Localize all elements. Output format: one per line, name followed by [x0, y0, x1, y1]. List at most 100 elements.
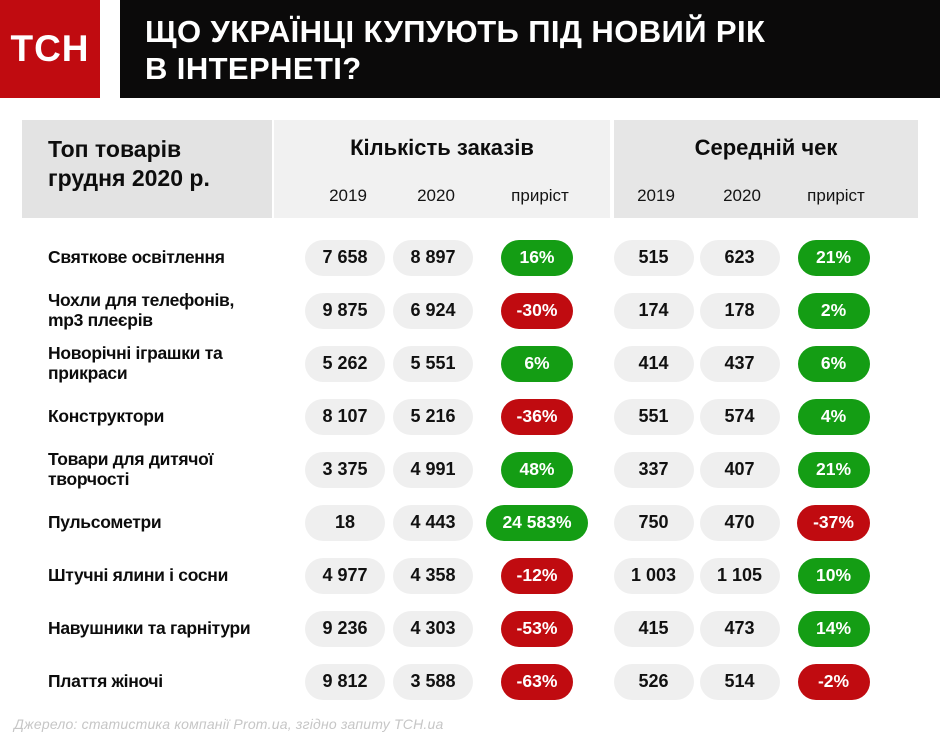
check-cells: 337 407 21%	[612, 451, 919, 488]
check-2020-pill: 574	[699, 398, 780, 435]
product-name: Товари для дитячої творчості	[48, 448, 214, 489]
check-growth-badge: -37%	[797, 504, 870, 541]
check-2019-pill: 415	[613, 610, 694, 647]
check-cells: 174 178 2%	[612, 292, 919, 329]
orders-growth-cell: -63%	[481, 663, 593, 700]
orders-growth-badge: -36%	[500, 398, 574, 435]
check-growth-cell: 14%	[786, 610, 882, 647]
check-group-title: Середній чек	[694, 135, 838, 160]
orders-2019-pill: 9 236	[304, 610, 385, 647]
check-growth-cell: 6%	[786, 345, 882, 382]
orders-subheader-2019: 2019	[329, 186, 367, 205]
orders-2019-pill: 9 812	[304, 663, 385, 700]
orders-2019-pill: 18	[304, 504, 385, 541]
check-growth-badge: 6%	[797, 345, 870, 382]
table-row: Чохли для телефонів, mp3 плеєрів 9 875 6 9…	[22, 284, 918, 337]
check-2019-pill: 337	[613, 451, 694, 488]
check-2019-pill: 551	[613, 398, 694, 435]
product-name: Пульсометри	[48, 511, 162, 532]
check-subheader-2020: 2020	[723, 186, 761, 205]
orders-growth-cell: 48%	[481, 451, 593, 488]
orders-subheader-growth: приріст	[511, 186, 569, 205]
table-row: Конструктори 8 107 5 216 -36% 551 574 4%	[22, 390, 918, 443]
check-cells: 1 003 1 105 10%	[612, 557, 919, 594]
orders-growth-cell: -12%	[481, 557, 593, 594]
check-cells: 414 437 6%	[612, 345, 919, 382]
check-growth-cell: 10%	[786, 557, 882, 594]
check-2020-pill: 1 105	[699, 557, 780, 594]
orders-growth-cell: 6%	[481, 345, 593, 382]
page-title-line-2: В ІНТЕРНЕТІ?	[145, 51, 362, 87]
table-row: Штучні ялини і сосни 4 977 4 358 -12% 1 003 1…	[22, 549, 918, 602]
check-growth-badge: 21%	[797, 451, 870, 488]
orders-2019-pill: 7 658	[304, 239, 385, 276]
check-2019-pill: 1 003	[613, 557, 694, 594]
check-2020-pill: 623	[699, 239, 780, 276]
check-growth-cell: 21%	[786, 239, 882, 276]
source-note: Джерело: статистика компанії Prom.ua, зг…	[14, 716, 444, 732]
orders-cells: 9 812 3 588 -63%	[271, 663, 608, 700]
orders-growth-cell: 16%	[481, 239, 593, 276]
orders-2019-pill: 4 977	[304, 557, 385, 594]
orders-2020-pill: 4 443	[392, 504, 473, 541]
orders-cells: 3 375 4 991 48%	[271, 451, 608, 488]
orders-2020-pill: 4 303	[392, 610, 473, 647]
table-row: Пульсометри 18 4 443 24 583% 750 470 -37%	[22, 496, 918, 549]
orders-subheader-2020: 2020	[417, 186, 455, 205]
product-name: Конструктори	[48, 405, 165, 426]
check-cells: 750 470 -37%	[612, 504, 919, 541]
check-2019-pill: 526	[613, 663, 694, 700]
check-2020-pill: 514	[699, 663, 780, 700]
orders-2019-pill: 5 262	[304, 345, 385, 382]
check-cells: 551 574 4%	[612, 398, 919, 435]
check-subheader-growth: приріст	[807, 186, 865, 205]
orders-growth-cell: -30%	[481, 292, 593, 329]
table-row: Новорічні іграшки та прикраси 5 262 5 551 6…	[22, 337, 918, 390]
orders-2020-pill: 4 991	[392, 451, 473, 488]
check-group-header: Середній чек 2019 2020 приріст	[614, 120, 918, 218]
orders-cells: 9 236 4 303 -53%	[271, 610, 608, 647]
orders-growth-badge: -30%	[500, 292, 574, 329]
orders-growth-cell: -36%	[481, 398, 593, 435]
check-growth-badge: 10%	[797, 557, 870, 594]
title-bar: ЩО УКРАЇНЦІ КУПУЮТЬ ПІД НОВИЙ РІК В ІНТЕ…	[120, 0, 940, 98]
product-name: Чохли для телефонів, mp3 плеєрів	[48, 289, 235, 330]
orders-2020-pill: 6 924	[392, 292, 473, 329]
orders-2019-pill: 8 107	[304, 398, 385, 435]
orders-growth-cell: -53%	[481, 610, 593, 647]
orders-growth-badge: -53%	[500, 610, 574, 647]
orders-subheader-row: 2019 2020 приріст	[274, 186, 610, 206]
check-growth-cell: 4%	[786, 398, 882, 435]
orders-2019-pill: 3 375	[304, 451, 385, 488]
page-title-line-1: ЩО УКРАЇНЦІ КУПУЮТЬ ПІД НОВИЙ РІК	[145, 14, 766, 49]
orders-group-header: Кількість заказів 2019 2020 приріст	[274, 120, 610, 218]
check-2020-pill: 178	[699, 292, 780, 329]
orders-2020-pill: 4 358	[392, 557, 473, 594]
orders-2020-pill: 3 588	[392, 663, 473, 700]
orders-growth-badge: 6%	[500, 345, 573, 382]
tsn-logo-text: ТСН	[10, 28, 90, 69]
orders-cells: 8 107 5 216 -36%	[271, 398, 608, 435]
check-growth-cell: -37%	[786, 504, 882, 541]
check-2020-pill: 473	[699, 610, 780, 647]
check-2020-pill: 407	[699, 451, 780, 488]
check-growth-cell: -2%	[786, 663, 882, 700]
orders-growth-badge: -12%	[500, 557, 574, 594]
orders-cells: 18 4 443 24 583%	[271, 504, 608, 541]
orders-cells: 4 977 4 358 -12%	[271, 557, 608, 594]
tsn-logo: ТСН	[0, 0, 100, 98]
table-body: Святкове освітлення 7 658 8 897 16% 515 623 21…	[22, 231, 918, 708]
table-row: Товари для дитячої творчості 3 375 4 991 48…	[22, 443, 918, 496]
check-subheader-2019: 2019	[637, 186, 675, 205]
check-cells: 526 514 -2%	[612, 663, 919, 700]
orders-2020-pill: 8 897	[392, 239, 473, 276]
orders-growth-badge: 24 583%	[486, 504, 588, 541]
check-subheader-row: 2019 2020 приріст	[614, 186, 918, 206]
check-growth-badge: 2%	[797, 292, 870, 329]
product-name: Штучні ялини і сосни	[48, 564, 229, 585]
orders-growth-cell: 24 583%	[481, 504, 593, 541]
table-row: Святкове освітлення 7 658 8 897 16% 515 623 21…	[22, 231, 918, 284]
product-name: Новорічні іграшки та прикраси	[48, 342, 223, 383]
check-growth-badge: 14%	[797, 610, 870, 647]
